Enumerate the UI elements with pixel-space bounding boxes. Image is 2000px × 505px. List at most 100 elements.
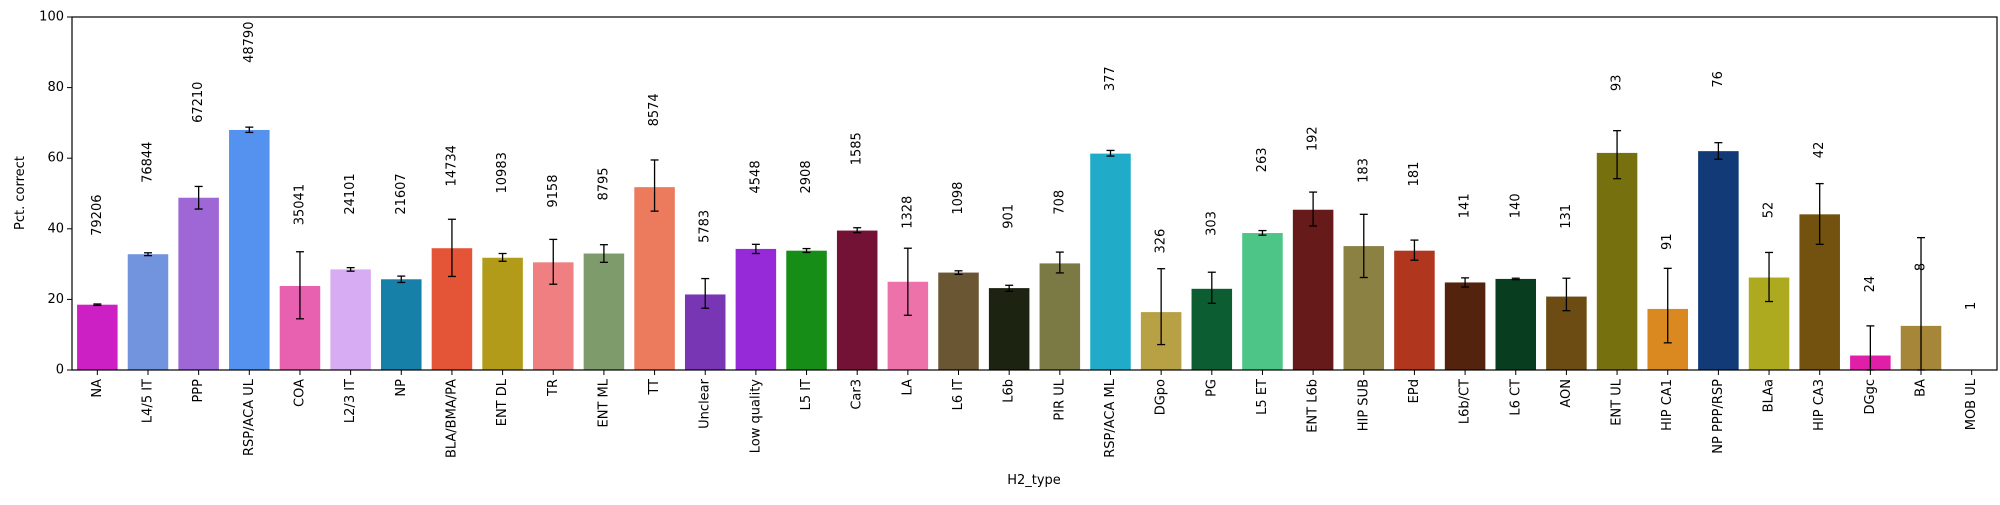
x-tick-label: BA — [1914, 379, 1929, 397]
x-tick-label: HIP CA3 — [1812, 379, 1827, 431]
bar-count-label: 4548 — [748, 160, 763, 193]
bar-count-label: 181 — [1407, 162, 1422, 187]
y-tick-label: 0 — [56, 363, 64, 378]
bar-count-label: 76844 — [140, 142, 155, 183]
x-tick-label: TR — [546, 379, 561, 397]
bar-count-label: 48790 — [242, 22, 257, 63]
error-bars-layer — [93, 126, 1926, 371]
x-tick-label: COA — [292, 379, 307, 407]
y-axis: 0 20 40 60 80 100 — [39, 10, 72, 378]
bar — [938, 272, 979, 370]
bar-count-label: 1098 — [951, 182, 966, 215]
x-tick-label: MOB UL — [1964, 378, 1979, 430]
bar — [786, 250, 827, 370]
bar-count-label: 8574 — [647, 93, 662, 126]
bar — [1292, 209, 1334, 370]
x-tick-label: BLAa — [1762, 379, 1777, 412]
x-tick-label: L6 CT — [1508, 379, 1523, 416]
x-tick-label: L6b — [1002, 379, 1017, 403]
y-tick-label: 60 — [47, 151, 64, 166]
bar-count-label: 76 — [1711, 71, 1726, 88]
y-axis-label: Pct. correct — [13, 156, 28, 230]
bar-count-label: 21607 — [394, 173, 409, 214]
x-tick-label: PPP — [191, 379, 206, 403]
x-tick-label: ENT DL — [495, 378, 510, 426]
bar-count-label: 91 — [1660, 233, 1675, 250]
bar-count-label: 140 — [1508, 193, 1523, 218]
bar-count-label: 183 — [1356, 158, 1371, 183]
bar-count-label: 5783 — [698, 210, 713, 243]
x-tick-label: TT — [647, 379, 662, 396]
bar-count-label: 9158 — [546, 175, 561, 208]
bar — [1596, 152, 1638, 370]
x-tick-label: NP — [394, 379, 409, 397]
x-tick-label: RSP/ACA UL — [242, 378, 257, 456]
x-tick-label: L5 IT — [799, 379, 814, 410]
bar — [1090, 153, 1131, 370]
plot-frame — [71, 16, 1998, 371]
bar-count-label: 377 — [1103, 66, 1118, 91]
bar-count-label: 10983 — [495, 152, 510, 193]
bar-count-label: 1328 — [900, 196, 915, 229]
bar-count-label: 93 — [1610, 75, 1625, 92]
y-tick-label: 80 — [47, 80, 64, 95]
bar-count-label: 35041 — [292, 184, 307, 225]
bar — [1039, 263, 1081, 370]
bar-count-label: 326 — [1154, 229, 1169, 254]
x-tick-label: DGgc — [1863, 379, 1878, 414]
bar — [381, 279, 422, 370]
bar-count-label: 131 — [1559, 204, 1574, 229]
bar — [1394, 250, 1435, 370]
bar-count-label: 1 — [1964, 302, 1979, 310]
bar — [1698, 151, 1739, 370]
x-tick-label: ENT ML — [596, 378, 611, 427]
x-tick-label: PG — [1204, 379, 1219, 397]
x-tick-label: HIP CA1 — [1660, 379, 1675, 431]
bar — [482, 257, 523, 370]
bar-count-label: 708 — [1052, 190, 1067, 215]
x-tick-label: RSP/ACA ML — [1103, 378, 1118, 457]
bar — [77, 304, 118, 370]
x-tick-label: AON — [1559, 379, 1574, 408]
bar — [836, 230, 878, 370]
bar-count-label: 24 — [1863, 276, 1878, 293]
bar-count-label: 8 — [1914, 263, 1929, 271]
x-axis: NA L4/5 IT PPP RSP/ACA UL COA L2/3 IT NP BLA/BM… — [90, 370, 1979, 458]
bar — [127, 254, 169, 370]
x-tick-label: ENT UL — [1610, 378, 1625, 426]
bar — [229, 129, 270, 370]
x-tick-label: BLA/BMA/PA — [444, 379, 459, 458]
y-tick-label: 100 — [39, 10, 64, 25]
bar-count-label: 192 — [1306, 126, 1321, 151]
y-tick-label: 40 — [47, 221, 64, 236]
bar-labels-layer: 79206 76844 67210 48790 35041 24101 21607 14734… — [90, 22, 1979, 310]
x-tick-label: Car3 — [850, 379, 865, 410]
bar-count-label: 263 — [1255, 147, 1270, 172]
bar-count-label: 8795 — [596, 167, 611, 200]
x-tick-label: L6 IT — [951, 379, 966, 410]
bar-count-label: 42 — [1812, 142, 1827, 159]
bar — [1444, 282, 1486, 370]
x-tick-label: Unclear — [698, 378, 713, 428]
bar — [634, 187, 675, 370]
x-tick-label: L4/5 IT — [140, 379, 155, 423]
x-tick-label: NA — [90, 379, 105, 398]
bar-count-label: 2908 — [799, 160, 814, 193]
x-tick-label: LA — [900, 379, 915, 396]
x-tick-label: PIR UL — [1052, 378, 1067, 420]
bar — [735, 248, 777, 370]
bar-count-label: 1585 — [850, 132, 865, 165]
y-tick-label: 20 — [47, 292, 64, 307]
x-tick-label: L6b/CT — [1458, 379, 1473, 424]
x-axis-label: H2_type — [1007, 473, 1061, 488]
bar-count-label: 67210 — [191, 82, 206, 123]
x-tick-label: L2/3 IT — [343, 379, 358, 423]
x-tick-label: EPd — [1407, 379, 1422, 403]
bar-count-label: 901 — [1002, 204, 1017, 229]
bar-count-label: 79206 — [90, 195, 105, 236]
bar — [1242, 233, 1283, 370]
bar — [330, 269, 371, 370]
x-tick-label: Low quality — [748, 379, 763, 454]
